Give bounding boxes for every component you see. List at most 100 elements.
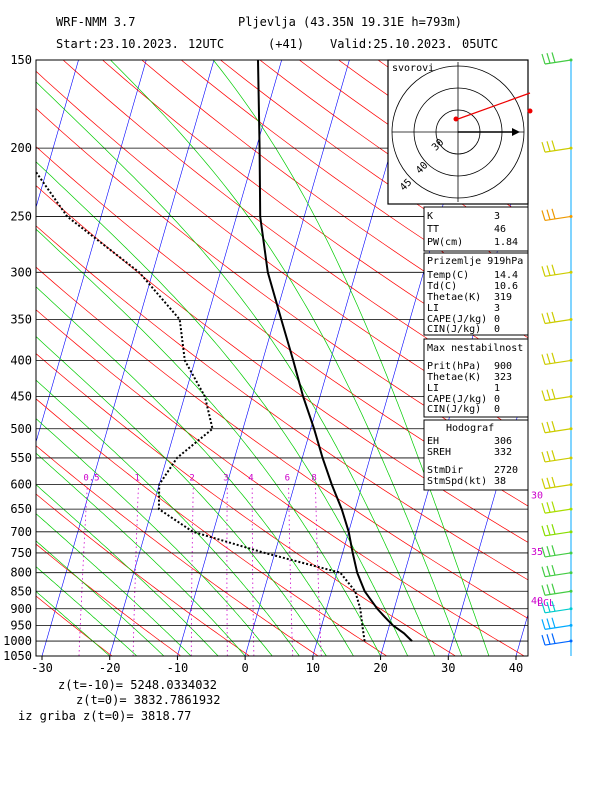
surface-title: Prizemlje 919hPa bbox=[427, 256, 523, 267]
mixing-ratio-label: 1 bbox=[134, 474, 139, 484]
moist-adiabat-line bbox=[36, 161, 409, 656]
wind-barb-icon bbox=[541, 583, 573, 596]
wind-profile bbox=[541, 52, 573, 656]
max-unstable-label: CAPE(J/kg) bbox=[427, 394, 487, 405]
max-unstable-label: CIN(J/kg) bbox=[427, 404, 481, 415]
hodograf-title: Hodograf bbox=[446, 423, 494, 434]
wind-barb-icon bbox=[541, 633, 573, 646]
sounding-series bbox=[36, 60, 413, 642]
wind-barb-icon bbox=[541, 208, 573, 222]
header-valid: Valid:25.10.2023. bbox=[330, 37, 453, 51]
footer-line2: z(t=0)= 3832.7861932 bbox=[76, 693, 221, 707]
mixing-ratio-lines bbox=[78, 484, 322, 656]
moist-adiabat-line bbox=[36, 540, 165, 656]
x-tick-label: -10 bbox=[167, 661, 189, 675]
mixing-ratio-label: 6 bbox=[285, 474, 290, 484]
mixing-ratio-label: 3 bbox=[223, 474, 228, 484]
max-unstable-label: Thetae(K) bbox=[427, 372, 481, 383]
hodograph-start-point bbox=[453, 116, 459, 122]
index-value: 3 bbox=[494, 211, 500, 222]
max-unstable-label: Prit(hPa) bbox=[427, 361, 481, 372]
hodograph-label: svorovi bbox=[392, 63, 434, 74]
y-tick-label: 550 bbox=[10, 451, 32, 465]
moist-adiabat-line bbox=[36, 452, 246, 656]
moist-adiabat-line bbox=[36, 513, 192, 656]
surface-value: 10.6 bbox=[494, 281, 518, 292]
surface-label: CIN(J/kg) bbox=[427, 324, 481, 335]
side-label: 30 bbox=[531, 491, 543, 502]
surface-value: 0 bbox=[494, 324, 500, 335]
storm-motion-arrow-icon bbox=[512, 128, 520, 136]
y-tick-label: 650 bbox=[10, 502, 32, 516]
mixing-ratio-label: 4 bbox=[248, 474, 253, 484]
wind-barb-icon bbox=[541, 352, 573, 366]
hodograf-label: StmDir bbox=[427, 465, 463, 476]
max-unstable-panel: Max nestabilnost Prit(hPa) 900 Thetae(K)… bbox=[423, 338, 529, 418]
surface-panel: Prizemlje 919hPa Temp(C) 14.4 Td(C) 10.6… bbox=[423, 252, 529, 336]
mixing-ratio-label: 2 bbox=[189, 474, 194, 484]
hodograf-value: 2720 bbox=[494, 465, 518, 476]
mixing-ratio-line bbox=[315, 484, 322, 656]
y-tick-label: 700 bbox=[10, 525, 32, 539]
isotherm-line bbox=[584, 60, 600, 656]
y-tick-label: 250 bbox=[10, 209, 32, 223]
footer-line3: iz griba z(t=0)= 3818.77 bbox=[18, 709, 191, 723]
y-tick-label: 1000 bbox=[3, 634, 32, 648]
y-tick-label: 1050 bbox=[3, 649, 32, 663]
y-tick-label: 350 bbox=[10, 313, 32, 327]
mixing-ratio-line bbox=[78, 484, 88, 656]
y-tick-label: 850 bbox=[10, 584, 32, 598]
wind-barb-icon bbox=[541, 564, 573, 578]
isotherm-line bbox=[109, 60, 282, 656]
index-value: 46 bbox=[494, 224, 506, 235]
moist-adiabat-line bbox=[36, 379, 300, 656]
dewpoint-line bbox=[36, 170, 366, 642]
hodograf-value: 38 bbox=[494, 476, 506, 487]
moist-adiabat-line bbox=[36, 484, 219, 656]
wind-barb-icon bbox=[541, 388, 573, 402]
max-unstable-value: 900 bbox=[494, 361, 512, 372]
y-tick-label: 900 bbox=[10, 602, 32, 616]
x-tick-label: -30 bbox=[31, 661, 53, 675]
index-label: K bbox=[427, 211, 433, 222]
isotherm-line bbox=[0, 60, 11, 656]
x-tick-label: 20 bbox=[373, 661, 387, 675]
moist-adiabat-line bbox=[36, 566, 138, 656]
y-tick-label: 500 bbox=[10, 422, 32, 436]
y-tick-label: 950 bbox=[10, 618, 32, 632]
x-tick-label: 10 bbox=[306, 661, 320, 675]
mixing-ratio-labels: 0.5 1 2 3 4 6 8 bbox=[83, 474, 316, 484]
header-start-hour: 12UTC bbox=[188, 37, 224, 51]
wind-barb-icon bbox=[541, 617, 573, 630]
wind-barb-icon bbox=[541, 450, 573, 463]
index-label: PW(cm) bbox=[427, 237, 463, 248]
hodograf-value: 332 bbox=[494, 447, 512, 458]
temperature-line bbox=[257, 60, 413, 642]
x-tick-label: -20 bbox=[99, 661, 121, 675]
header-station: Pljevlja (43.35N 19.31E h=793m) bbox=[238, 15, 462, 29]
x-tick-label: 0 bbox=[242, 661, 249, 675]
max-unstable-value: 1 bbox=[494, 383, 500, 394]
isotherm-lines bbox=[0, 60, 600, 656]
hodograf-label: EH bbox=[427, 436, 439, 447]
mixing-ratio-label: 0.5 bbox=[83, 474, 99, 484]
x-tick-label: 40 bbox=[509, 661, 523, 675]
mixing-ratio-line bbox=[132, 484, 139, 656]
y-tick-label: 400 bbox=[10, 353, 32, 367]
surface-label: Thetae(K) bbox=[427, 292, 481, 303]
wind-barb-icon bbox=[541, 52, 573, 65]
y-tick-label: 750 bbox=[10, 546, 32, 560]
header-valid-hour: 05UTC bbox=[462, 37, 498, 51]
wind-barb-icon bbox=[541, 140, 573, 153]
isotherm-line bbox=[41, 60, 215, 656]
y-tick-label: 200 bbox=[10, 141, 32, 155]
y-tick-label: 300 bbox=[10, 265, 32, 279]
footer-line1: z(t=-10)= 5248.0334032 bbox=[58, 678, 217, 692]
y-tick-label: 450 bbox=[10, 389, 32, 403]
isotherm-line bbox=[36, 60, 147, 444]
surface-value: 0 bbox=[494, 314, 500, 325]
wind-barb-icon bbox=[541, 476, 573, 490]
max-unstable-label: LI bbox=[427, 383, 439, 394]
hodograph-panel: svorovi 30 40 45 bbox=[387, 59, 533, 205]
